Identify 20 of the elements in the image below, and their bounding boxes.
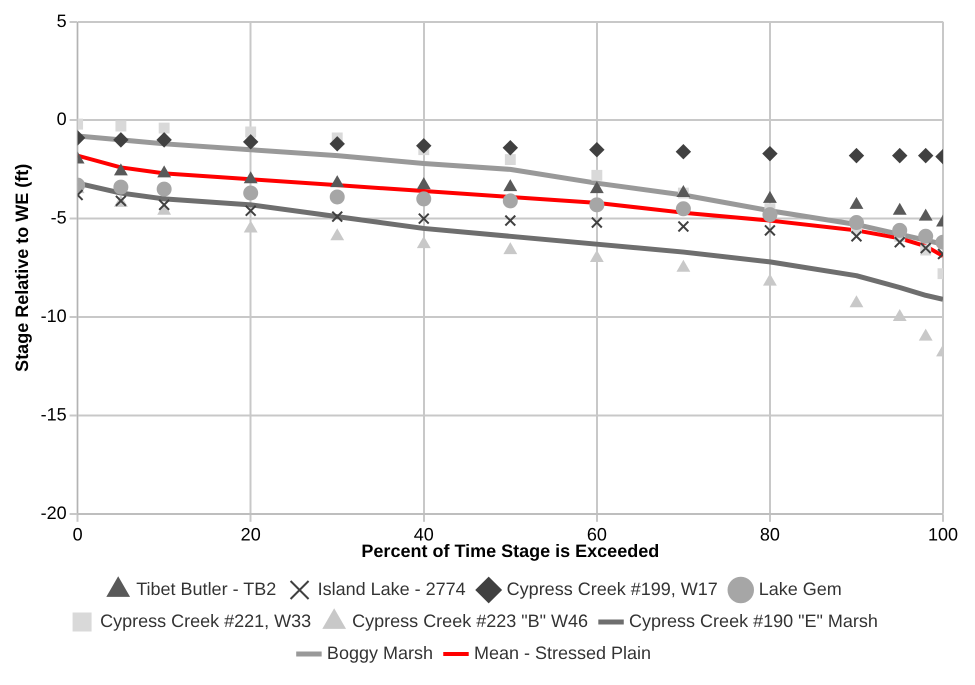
legend-label: Island Lake - 2774 <box>318 578 466 599</box>
legend-label: Cypress Creek #221, W33 <box>100 610 312 631</box>
legend-label: Cypress Creek #190 "E" Marsh <box>629 610 878 631</box>
legend-label: Lake Gem <box>758 578 842 599</box>
y-tick-label: -20 <box>40 502 67 523</box>
x-tick-label: 80 <box>760 524 780 545</box>
legend-label: Tibet Butler - TB2 <box>136 578 276 599</box>
y-tick-label: -5 <box>50 208 67 228</box>
legend-label: Mean - Stressed Plain <box>474 642 652 663</box>
x-tick-label: 20 <box>240 524 261 545</box>
y-tick-label: -15 <box>40 404 67 424</box>
x-tick-label: 100 <box>928 524 958 545</box>
y-tick-label: -10 <box>40 306 67 326</box>
legend-label: Cypress Creek #223 "B" W46 <box>352 610 588 631</box>
y-tick-label: 0 <box>56 109 67 130</box>
y-tick-label: 5 <box>56 10 67 31</box>
x-tick-label: 0 <box>72 524 83 545</box>
y-axis-title: Stage Relative to WE (ft) <box>12 164 32 372</box>
legend-label: Boggy Marsh <box>326 642 433 663</box>
legend-label: Cypress Creek #199, W17 <box>506 578 718 599</box>
